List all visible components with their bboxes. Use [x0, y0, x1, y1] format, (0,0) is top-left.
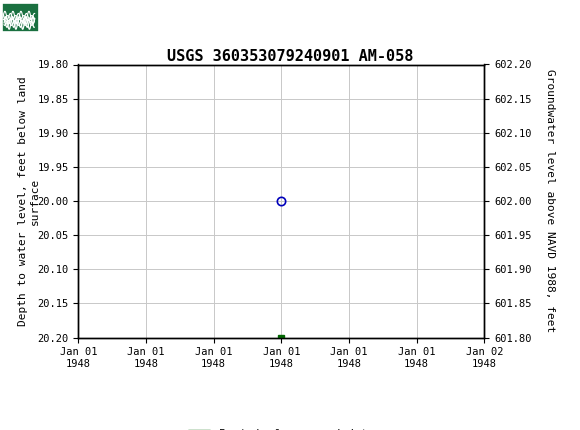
- Y-axis label: Groundwater level above NAVD 1988, feet: Groundwater level above NAVD 1988, feet: [545, 69, 556, 333]
- Legend: Period of approved data: Period of approved data: [184, 425, 379, 430]
- Text: USGS: USGS: [45, 9, 96, 27]
- Y-axis label: Depth to water level, feet below land
surface: Depth to water level, feet below land su…: [18, 76, 40, 326]
- Bar: [1, 3, 41, 33]
- Bar: [2, 3, 39, 32]
- Text: USGS 360353079240901 AM-058: USGS 360353079240901 AM-058: [167, 49, 413, 64]
